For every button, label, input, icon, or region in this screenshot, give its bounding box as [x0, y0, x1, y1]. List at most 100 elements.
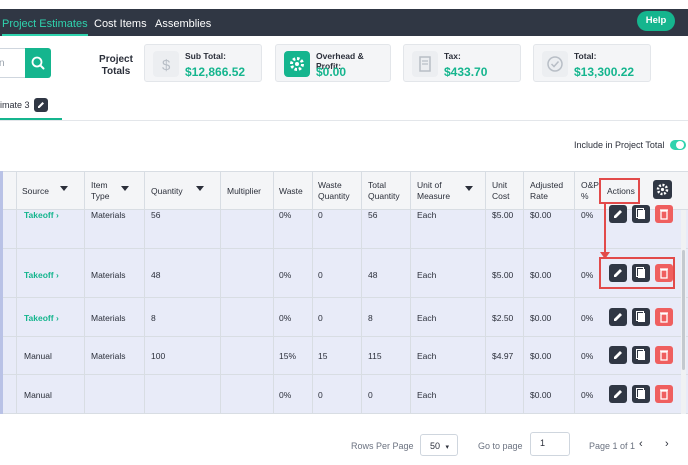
unit-cost-cell: $4.97 — [492, 351, 514, 361]
op-cell: 0% — [581, 270, 594, 280]
search-button[interactable] — [25, 48, 51, 78]
scrollbar-thumb[interactable] — [682, 250, 685, 370]
uom-cell: Each — [417, 390, 437, 400]
waste-quantity-cell: 0 — [318, 210, 323, 220]
unit-cost-cell: $2.50 — [492, 313, 514, 323]
item-type-cell: Materials — [91, 313, 126, 323]
source-link[interactable]: Takeoff › — [24, 270, 59, 280]
waste-cell: 0% — [279, 210, 292, 220]
trash-icon — [660, 350, 668, 361]
include-in-total-toggle[interactable] — [670, 140, 686, 150]
sort-icon[interactable] — [465, 186, 473, 191]
waste-cell: 15% — [279, 351, 297, 361]
total-quantity-cell: 48 — [368, 270, 378, 280]
table-row — [3, 337, 688, 375]
top-nav: Project Estimates Cost Items Assemblies … — [0, 0, 688, 36]
item-type-cell: Materials — [91, 351, 126, 361]
edit-button[interactable] — [609, 346, 627, 364]
pencil-icon — [614, 313, 622, 321]
header-source[interactable]: Source — [22, 186, 49, 196]
svg-text:$: $ — [162, 57, 171, 74]
duplicate-button[interactable] — [632, 346, 650, 364]
quantity-cell: 8 — [151, 313, 156, 323]
edit-button[interactable] — [609, 385, 627, 403]
waste-quantity-cell: 15 — [318, 351, 328, 361]
duplicate-button[interactable] — [632, 385, 650, 403]
next-page-button[interactable]: › — [665, 438, 669, 450]
sort-icon[interactable] — [60, 186, 68, 191]
divider — [0, 120, 688, 121]
table-row — [3, 249, 688, 298]
duplicate-button[interactable] — [632, 264, 650, 282]
sort-icon[interactable] — [196, 186, 204, 191]
op-cell: 0% — [581, 351, 594, 361]
tax-card: Tax: $433.70 — [403, 44, 521, 82]
total-card: Total: $13,300.22 — [533, 44, 651, 82]
help-button[interactable]: Help — [637, 11, 675, 31]
header-item-type[interactable]: Item Type — [91, 180, 110, 201]
check-circle-icon — [542, 51, 568, 77]
duplicate-button[interactable] — [632, 308, 650, 326]
total-quantity-cell: 115 — [368, 351, 382, 361]
header-quantity[interactable]: Quantity — [151, 186, 183, 196]
chevron-down-icon: ▾ — [445, 444, 450, 451]
total-quantity-cell: 8 — [368, 313, 373, 323]
copy-icon — [636, 349, 645, 360]
waste-cell: 0% — [279, 270, 292, 280]
tab-assemblies[interactable]: Assemblies — [155, 18, 212, 30]
quantity-cell: 100 — [151, 351, 166, 361]
copy-icon — [636, 311, 645, 322]
waste-quantity-cell: 0 — [318, 390, 323, 400]
edit-button[interactable] — [609, 205, 627, 223]
adjusted-rate-cell: $0.00 — [530, 390, 552, 400]
header-total-quantity: Total Quantity — [368, 180, 400, 201]
op-cell: 0% — [581, 210, 594, 220]
delete-button[interactable] — [655, 264, 673, 282]
prev-page-button[interactable]: ‹ — [639, 438, 643, 450]
rows-per-page-select[interactable]: 50 ▾ — [420, 434, 458, 456]
waste-cell: 0% — [279, 313, 292, 323]
edit-button[interactable] — [609, 308, 627, 326]
overhead-card: Overhead & Profit: $0.00 — [275, 44, 391, 82]
tab-project-estimates[interactable]: Project Estimates — [2, 9, 88, 36]
edit-button[interactable] — [609, 264, 627, 282]
pencil-icon — [614, 269, 622, 277]
total-label: Total: — [574, 51, 597, 61]
source-link[interactable]: Takeoff › — [24, 210, 59, 220]
estimate-tab[interactable]: imate 3 — [0, 96, 62, 120]
copy-icon — [636, 208, 645, 219]
go-to-page-input[interactable]: 1 — [530, 432, 570, 456]
subtotal-card: $ Sub Total: $12,866.52 — [144, 44, 262, 82]
header-waste: Waste — [279, 186, 303, 196]
receipt-icon — [412, 51, 438, 77]
delete-button[interactable] — [655, 346, 673, 364]
rows-per-page-label: Rows Per Page — [351, 441, 414, 451]
delete-button[interactable] — [655, 308, 673, 326]
table-row — [3, 298, 688, 337]
subtotal-label: Sub Total: — [185, 51, 226, 61]
subtotal-value: $12,866.52 — [185, 65, 246, 79]
search-input[interactable]: n — [0, 48, 26, 78]
uom-cell: Each — [417, 210, 437, 220]
edit-estimate-button[interactable] — [34, 98, 48, 112]
column-settings-button[interactable] — [653, 180, 672, 199]
pencil-icon — [614, 351, 622, 359]
source-cell: Manual — [24, 351, 52, 361]
delete-button[interactable] — [655, 205, 673, 223]
annotation-arrow — [604, 204, 606, 254]
source-link[interactable]: Takeoff › — [24, 313, 59, 323]
sort-icon[interactable] — [121, 186, 129, 191]
waste-cell: 0% — [279, 390, 292, 400]
adjusted-rate-cell: $0.00 — [530, 313, 552, 323]
item-type-cell: Materials — [91, 270, 126, 280]
include-in-total-label: Include in Project Total — [574, 140, 665, 150]
rows-per-page-value: 50 — [430, 441, 441, 451]
duplicate-button[interactable] — [632, 205, 650, 223]
delete-button[interactable] — [655, 385, 673, 403]
adjusted-rate-cell: $0.00 — [530, 351, 552, 361]
tab-cost-items[interactable]: Cost Items — [94, 18, 147, 30]
uom-cell: Each — [417, 351, 437, 361]
estimate-tab-label: imate 3 — [0, 100, 30, 110]
pencil-icon — [614, 210, 622, 218]
trash-icon — [660, 312, 668, 323]
